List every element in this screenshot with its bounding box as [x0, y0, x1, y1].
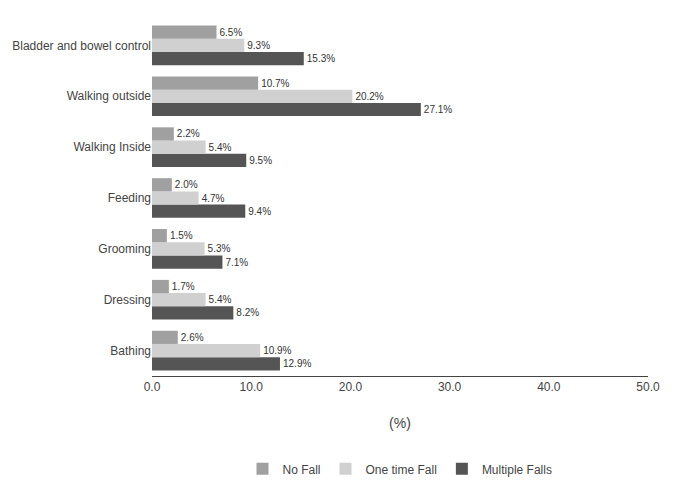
svg-text:2.6%: 2.6%: [181, 332, 204, 343]
svg-text:50.0: 50.0: [636, 380, 660, 394]
svg-text:10.0: 10.0: [240, 380, 264, 394]
svg-text:9.5%: 9.5%: [249, 155, 272, 166]
svg-text:15.3%: 15.3%: [307, 53, 335, 64]
svg-text:Multiple Falls: Multiple Falls: [482, 463, 552, 477]
svg-text:Walking outside: Walking outside: [67, 89, 152, 103]
svg-text:30.0: 30.0: [438, 380, 462, 394]
svg-text:10.7%: 10.7%: [261, 78, 289, 89]
svg-text:Bathing: Bathing: [110, 344, 151, 358]
svg-text:Grooming: Grooming: [98, 242, 151, 256]
svg-text:2.2%: 2.2%: [177, 128, 200, 139]
svg-text:1.5%: 1.5%: [170, 230, 193, 241]
svg-text:9.4%: 9.4%: [248, 206, 271, 217]
svg-text:8.2%: 8.2%: [236, 307, 259, 318]
svg-text:9.3%: 9.3%: [247, 40, 270, 51]
svg-text:12.9%: 12.9%: [283, 358, 311, 369]
svg-text:5.4%: 5.4%: [209, 294, 232, 305]
svg-text:0.0: 0.0: [144, 380, 161, 394]
svg-text:5.4%: 5.4%: [209, 142, 232, 153]
svg-text:(%): (%): [389, 415, 411, 431]
svg-text:7.1%: 7.1%: [225, 257, 248, 268]
svg-text:40.0: 40.0: [537, 380, 561, 394]
svg-text:5.3%: 5.3%: [208, 243, 231, 254]
svg-text:6.5%: 6.5%: [219, 27, 242, 38]
svg-text:2.0%: 2.0%: [175, 179, 198, 190]
svg-text:27.1%: 27.1%: [424, 104, 452, 115]
svg-text:Feeding: Feeding: [108, 191, 151, 205]
svg-text:One time Fall: One time Fall: [366, 463, 437, 477]
svg-text:10.9%: 10.9%: [263, 345, 291, 356]
svg-text:20.2%: 20.2%: [355, 91, 383, 102]
svg-text:Bladder and bowel control: Bladder and bowel control: [12, 39, 151, 53]
svg-text:20.0: 20.0: [339, 380, 363, 394]
svg-text:1.7%: 1.7%: [172, 281, 195, 292]
svg-text:No Fall: No Fall: [283, 463, 321, 477]
svg-text:Dressing: Dressing: [104, 293, 151, 307]
svg-text:4.7%: 4.7%: [202, 193, 225, 204]
svg-text:Walking Inside: Walking Inside: [73, 140, 151, 154]
